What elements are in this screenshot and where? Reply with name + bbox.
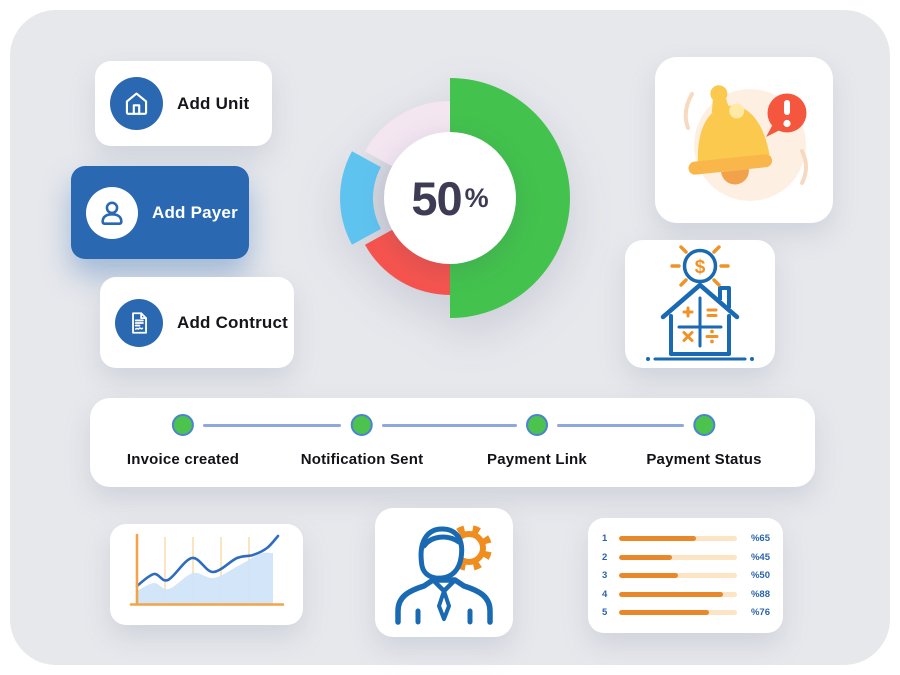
alert-badge-icon bbox=[766, 93, 807, 137]
line-chart bbox=[129, 533, 285, 606]
progress-row: 4 %88 bbox=[602, 589, 770, 600]
bar-track bbox=[619, 591, 737, 597]
bar-track bbox=[619, 536, 737, 541]
add-contruct-label: Add Contruct bbox=[177, 312, 288, 332]
donut-slice-segment-sky bbox=[340, 151, 381, 245]
row-index: 2 bbox=[602, 551, 608, 563]
home-icon bbox=[110, 77, 163, 130]
step-dot bbox=[350, 414, 373, 436]
step-payment-status: Payment Status bbox=[646, 414, 761, 468]
chart-gridlines bbox=[164, 537, 250, 603]
bar-track bbox=[619, 554, 737, 560]
donut-inner-circle bbox=[384, 132, 516, 264]
user-settings-card bbox=[375, 508, 513, 637]
row-index: 5 bbox=[602, 607, 608, 618]
step-invoice-created: Invoice created bbox=[127, 414, 239, 468]
house-calculator-icon: $ bbox=[646, 245, 754, 361]
donut-slice-segment-lavender bbox=[365, 101, 450, 168]
svg-text:$: $ bbox=[695, 257, 706, 278]
bar-fill bbox=[619, 536, 696, 541]
progress-row: 1 %65 bbox=[602, 533, 770, 544]
user-icon bbox=[86, 186, 138, 239]
contract-icon bbox=[115, 298, 163, 347]
progress-row: 3 %50 bbox=[602, 570, 770, 581]
progress-row: 2 %45 bbox=[602, 552, 770, 563]
add-unit-label: Add Unit bbox=[177, 93, 250, 113]
row-percent-label: %76 bbox=[750, 607, 770, 618]
bar-fill bbox=[619, 554, 673, 560]
bar-fill bbox=[619, 610, 709, 615]
step-label: Invoice created bbox=[126, 451, 240, 468]
series-trend-line bbox=[135, 534, 280, 588]
step-label: Payment Link bbox=[487, 451, 587, 468]
house-calculator-card: $ bbox=[625, 240, 775, 368]
bar-track bbox=[619, 573, 737, 578]
donut-slice-segment-red bbox=[365, 228, 450, 295]
row-percent-label: %45 bbox=[750, 551, 770, 563]
series-area-fill bbox=[137, 552, 273, 604]
step-label: Notification Sent bbox=[300, 451, 424, 468]
step-connector bbox=[203, 424, 341, 427]
step-dot bbox=[172, 414, 194, 436]
line-chart-card bbox=[110, 524, 303, 625]
add-payer-label: Add Payer bbox=[152, 202, 238, 222]
progress-list-card: 1 %65 2 %45 3 %50 4 %88 5 % bbox=[588, 518, 783, 633]
chart-axes bbox=[129, 533, 285, 606]
step-connector bbox=[557, 424, 684, 427]
row-percent-label: %88 bbox=[750, 588, 770, 600]
donut-chart: 50 % bbox=[300, 48, 600, 348]
step-dot bbox=[526, 414, 548, 436]
step-notification-sent: Notification Sent bbox=[301, 414, 424, 468]
bar-track bbox=[619, 610, 737, 615]
stepper-card: Invoice created Notification Sent Paymen… bbox=[90, 398, 815, 487]
bar-fill bbox=[619, 573, 678, 578]
step-label: Payment Status bbox=[646, 451, 762, 468]
step-connector bbox=[382, 424, 517, 427]
notification-card bbox=[655, 57, 833, 223]
row-index: 4 bbox=[602, 588, 608, 600]
add-payer-button[interactable]: Add Payer bbox=[71, 166, 249, 259]
progress-row: 5 %76 bbox=[602, 607, 770, 618]
step-dot bbox=[693, 414, 715, 436]
donut-slice-completed bbox=[450, 78, 570, 318]
add-unit-button[interactable]: Add Unit bbox=[95, 61, 272, 146]
row-index: 1 bbox=[602, 533, 608, 544]
add-contruct-button[interactable]: Add Contruct bbox=[100, 277, 294, 368]
person-gear-icon bbox=[395, 525, 493, 625]
bar-fill bbox=[619, 591, 723, 597]
donut-chart-svg bbox=[340, 78, 570, 318]
step-payment-link: Payment Link bbox=[487, 414, 587, 468]
row-percent-label: %50 bbox=[750, 570, 770, 581]
row-percent-label: %65 bbox=[750, 533, 770, 544]
row-index: 3 bbox=[602, 570, 608, 581]
bell-icon bbox=[683, 85, 808, 201]
